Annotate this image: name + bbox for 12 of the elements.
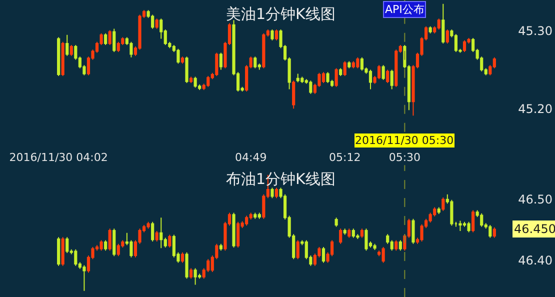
- x-tick-label: 2016/11/30 04:02: [9, 150, 108, 164]
- y-tick-label: 46.50: [518, 192, 552, 207]
- y-tick-label: 46.40: [518, 254, 552, 268]
- x-tick-label: 05:12: [329, 150, 361, 164]
- ref-line-label: API公布: [385, 3, 424, 16]
- x-tick-label: 04:49: [235, 150, 267, 164]
- text: 46.450: [514, 222, 555, 236]
- y-tick-label: 45.30: [518, 24, 552, 38]
- text: 2016/11/30 05:30: [355, 134, 454, 147]
- chart-title: 美油1分钟K线图: [226, 5, 336, 23]
- x-tick-label: 05:30: [388, 150, 421, 164]
- y-tick-label: 45.20: [518, 102, 552, 116]
